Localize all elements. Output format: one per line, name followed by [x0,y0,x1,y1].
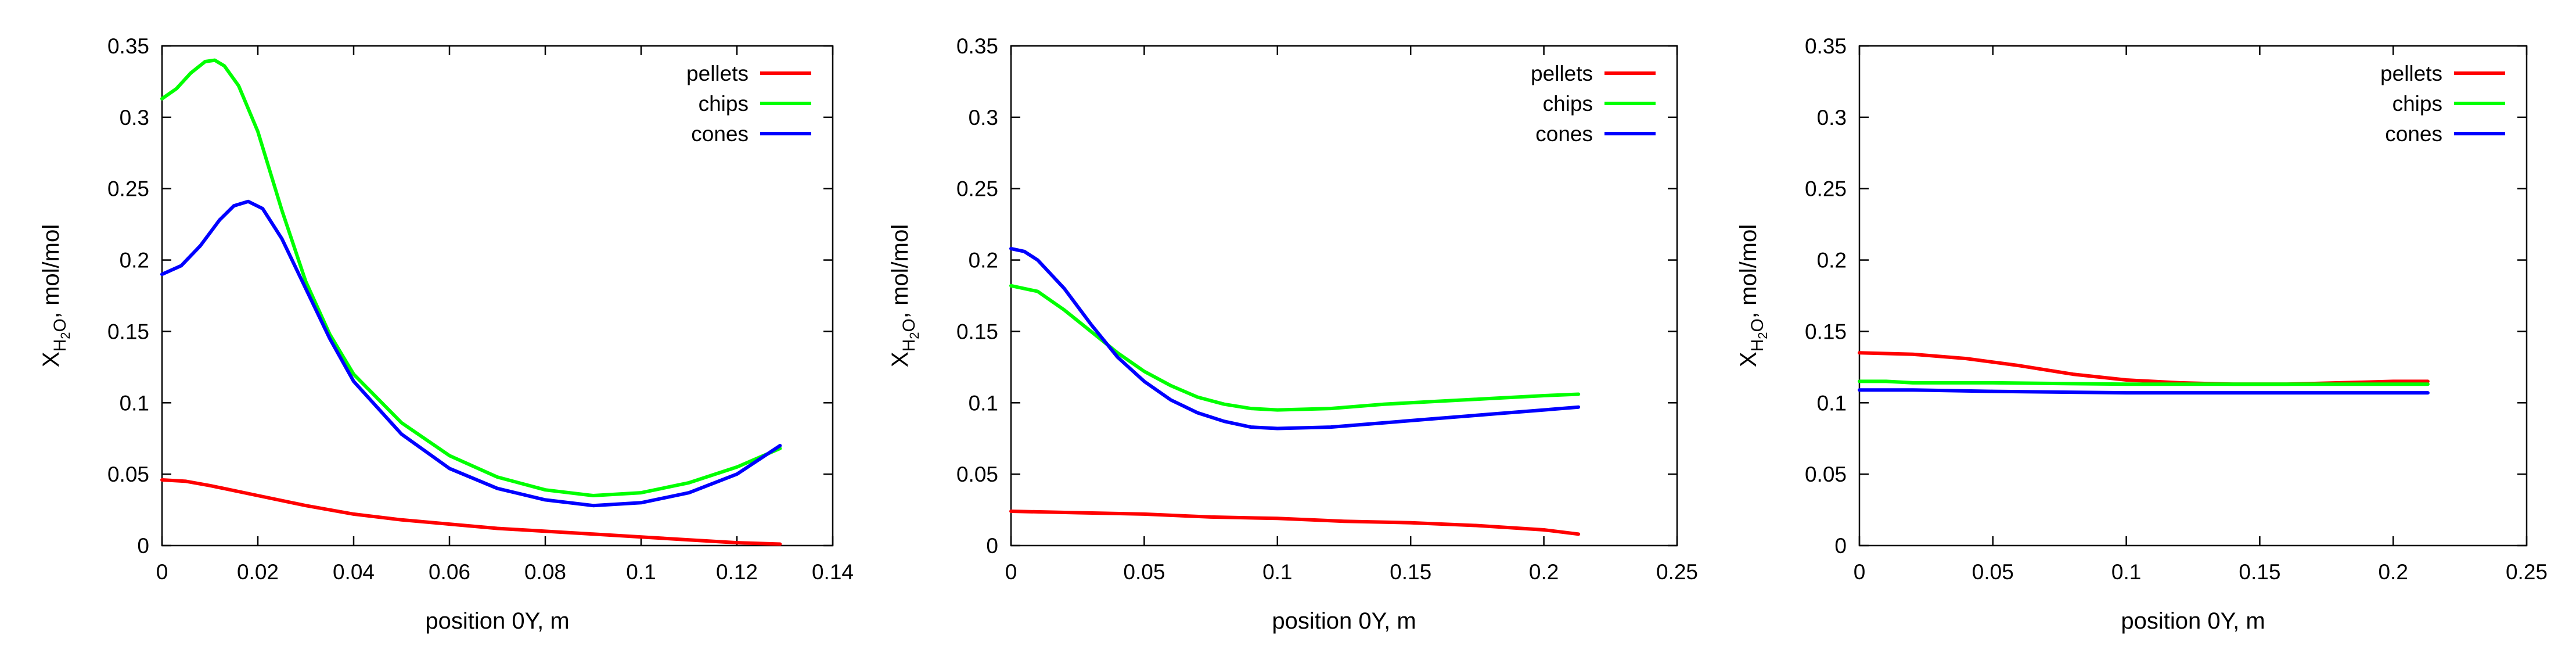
series-line-chips [1858,379,2430,386]
plot-frame [1858,45,2528,547]
x-tick-label: 0 [1854,560,1866,584]
x-tick-label: 0.04 [333,560,375,584]
y-tick-label: 0 [986,534,998,558]
chart-panel-2: 0 0.05 0.1 0.15 0.2 0.25 0.3 0.35 0 0.05 0.1 0.15 0.… [887,34,1698,634]
series-line-cones [1858,388,2430,395]
y-tick-label: 0.15 [1805,320,1847,343]
x-tick-label: 0.02 [237,560,279,584]
series-line-pellets [1009,510,1581,536]
x-tick-label: 0.25 [1656,560,1698,584]
series-line-pellets [160,478,782,546]
y-tick-label: 0.1 [1817,391,1847,415]
x-tick-label: 0.14 [812,560,854,584]
plot-frame [161,45,834,547]
legend-label-cones: cones [2385,122,2442,146]
y-tick-label: 0.1 [120,391,149,415]
y-tick-label: 0.15 [956,320,998,343]
legend-label-pellets: pellets [1531,62,1593,85]
series-line-cones [1009,246,1581,431]
x-tick-label: 0 [1005,560,1017,584]
x-axis-label: position 0Y, m [1272,608,1416,634]
y-tick-label: 0.3 [1817,106,1847,130]
y-tick-label: 0.25 [1805,177,1847,201]
y-tick-label: 0.05 [1805,462,1847,486]
x-axis-label: position 0Y, m [2121,608,2265,634]
x-tick-label: 0.15 [1390,560,1431,584]
y-tick-label: 0.25 [107,177,149,201]
series-line-chips [1009,284,1581,412]
y-tick-label: 0.2 [120,249,149,272]
y-tick-label: 0.25 [956,177,998,201]
y-axis-label: XH2O, mol/mol [887,224,922,367]
x-tick-label: 0.12 [716,560,758,584]
x-tick-label: 0.08 [524,560,566,584]
x-tick-label: 0 [156,560,168,584]
y-tick-label: 0 [1834,534,1847,558]
y-tick-label: 0.2 [1817,249,1847,272]
y-tick-label: 0.3 [969,106,998,130]
legend-label-chips: chips [699,92,749,116]
y-axis-label: XH2O, mol/mol [38,224,73,367]
legend-label-pellets: pellets [686,62,749,85]
x-tick-label: 0.05 [1972,560,2014,584]
y-axis-label: XH2O, mol/mol [1736,224,1770,367]
legend-label-cones: cones [691,122,749,146]
x-tick-label: 0.2 [2378,560,2408,584]
legend-label-cones: cones [1535,122,1593,146]
plot-frame [1010,45,1678,547]
x-axis-label: position 0Y, m [425,608,569,634]
chart-panel-3: 0 0.05 0.1 0.15 0.2 0.25 0.3 0.35 0 0.05 0.1 0.15 0.… [1736,34,2548,634]
legend-label-pellets: pellets [2380,62,2442,85]
y-tick-label: 0.3 [120,106,149,130]
y-tick-label: 0.35 [107,34,149,58]
legend-label-chips: chips [1543,92,1593,116]
series-line-cones [160,199,782,508]
x-tick-label: 0.05 [1123,560,1165,584]
y-tick-label: 0.15 [107,320,149,343]
x-tick-label: 0.25 [2506,560,2548,584]
y-tick-label: 0 [137,534,149,558]
chart-panel-1: 0 0.05 0.1 0.15 0.2 0.25 0.3 0.35 0 0.02 0.04 0.06 0… [38,34,854,634]
y-tick-label: 0.05 [956,462,998,486]
series-line-chips [160,58,782,497]
x-tick-label: 0.2 [1529,560,1559,584]
x-tick-label: 0.15 [2239,560,2280,584]
y-tick-label: 0.2 [969,249,998,272]
y-tick-label: 0.35 [1805,34,1847,58]
x-tick-label: 0.1 [1262,560,1292,584]
y-tick-label: 0.05 [107,462,149,486]
legend-label-chips: chips [2392,92,2442,116]
x-tick-label: 0.1 [626,560,656,584]
x-tick-label: 0.06 [429,560,470,584]
x-tick-label: 0.1 [2111,560,2141,584]
series-line-pellets [1858,351,2430,386]
y-tick-label: 0.1 [969,391,998,415]
y-tick-label: 0.35 [956,34,998,58]
